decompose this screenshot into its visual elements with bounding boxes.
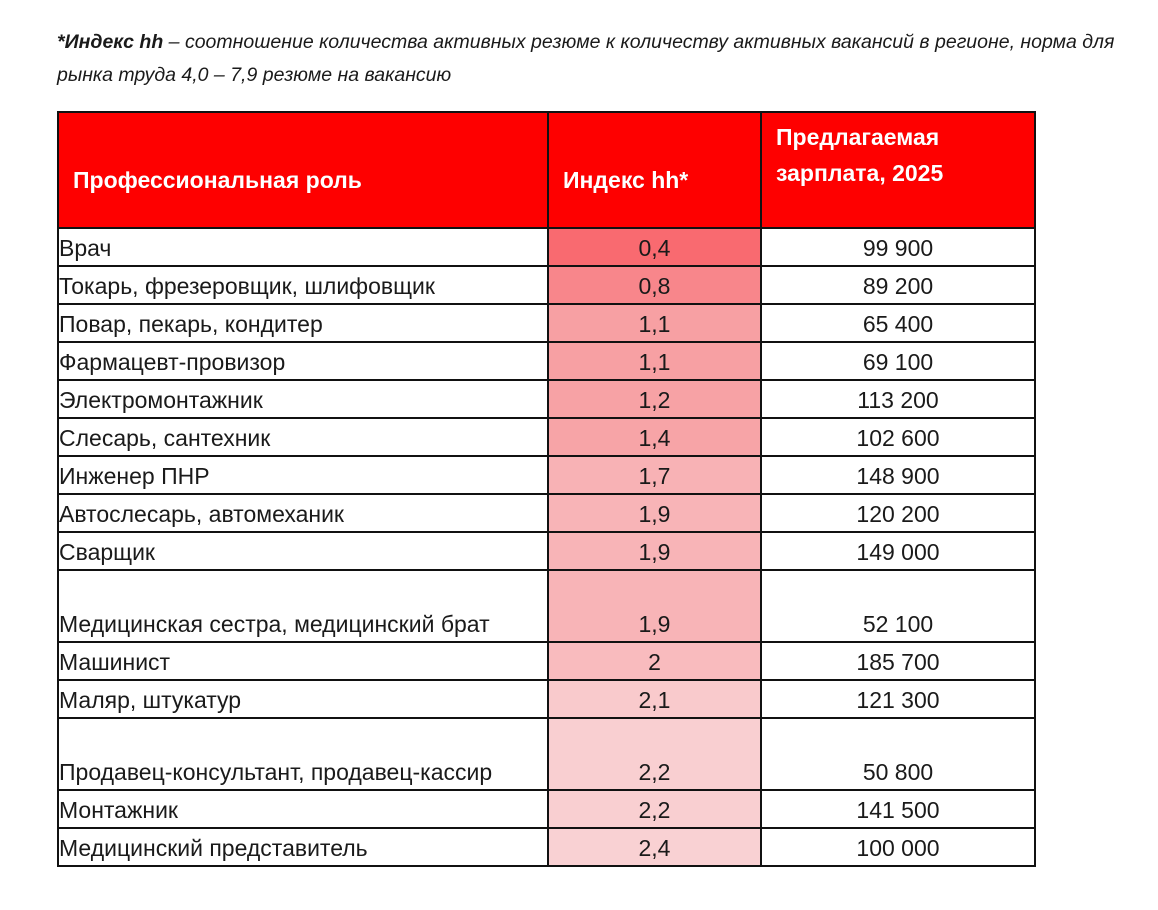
- cell-salary: 102 600: [760, 417, 1036, 457]
- cell-index: 2,2: [547, 717, 762, 791]
- table-row: Автослесарь, автомеханик 1,9 120 200: [57, 493, 1036, 533]
- cell-salary: 121 300: [760, 679, 1036, 719]
- table-row: Фармацевт-провизор 1,1 69 100: [57, 341, 1036, 381]
- table-row: Маляр, штукатур 2,1 121 300: [57, 679, 1036, 719]
- cell-salary: 148 900: [760, 455, 1036, 495]
- cell-salary: 100 000: [760, 827, 1036, 867]
- table-row: Медицинский представитель 2,4 100 000: [57, 827, 1036, 867]
- cell-role: Медицинская сестра, медицинский брат: [57, 569, 549, 643]
- table-row: Врач 0,4 99 900: [57, 227, 1036, 267]
- cell-role: Автослесарь, автомеханик: [57, 493, 549, 533]
- table-row: Продавец-консультант, продавец-кассир 2,2…: [57, 717, 1036, 791]
- cell-index: 1,4: [547, 417, 762, 457]
- cell-role: Врач: [57, 227, 549, 267]
- cell-salary: 50 800: [760, 717, 1036, 791]
- cell-salary: 99 900: [760, 227, 1036, 267]
- cell-salary: 52 100: [760, 569, 1036, 643]
- cell-index: 1,1: [547, 341, 762, 381]
- cell-salary: 65 400: [760, 303, 1036, 343]
- table-body: Врач 0,4 99 900 Токарь, фрезеровщик, шлифов…: [57, 227, 1036, 867]
- table-header-row: Профессиональная роль Индекс hh* Предлаг…: [57, 111, 1036, 229]
- table-row: Монтажник 2,2 141 500: [57, 789, 1036, 829]
- cell-index: 0,4: [547, 227, 762, 267]
- table-row: Повар, пекарь, кондитер 1,1 65 400: [57, 303, 1036, 343]
- cell-role: Медицинский представитель: [57, 827, 549, 867]
- cell-index: 1,7: [547, 455, 762, 495]
- cell-index: 2,4: [547, 827, 762, 867]
- table-row: Слесарь, сантехник 1,4 102 600: [57, 417, 1036, 457]
- table-row: Медицинская сестра, медицинский брат 1,9 5…: [57, 569, 1036, 643]
- header-role: Профессиональная роль: [57, 111, 549, 229]
- table-row: Сварщик 1,9 149 000: [57, 531, 1036, 571]
- cell-role: Фармацевт-провизор: [57, 341, 549, 381]
- cell-index: 1,9: [547, 493, 762, 533]
- cell-index: 1,1: [547, 303, 762, 343]
- salary-index-table: Профессиональная роль Индекс hh* Предлаг…: [57, 111, 1036, 867]
- cell-index: 2: [547, 641, 762, 681]
- header-salary: Предлагаемая зарплата, 2025: [760, 111, 1036, 229]
- cell-role: Маляр, штукатур: [57, 679, 549, 719]
- cell-salary: 141 500: [760, 789, 1036, 829]
- header-index: Индекс hh*: [547, 111, 762, 229]
- cell-index: 2,2: [547, 789, 762, 829]
- cell-role: Электромонтажник: [57, 379, 549, 419]
- table-row: Токарь, фрезеровщик, шлифовщик 0,8 89 200: [57, 265, 1036, 305]
- cell-salary: 185 700: [760, 641, 1036, 681]
- cell-index: 1,9: [547, 531, 762, 571]
- table-row: Машинист 2 185 700: [57, 641, 1036, 681]
- index-definition: – соотношение количества активных резюме…: [57, 31, 1115, 86]
- cell-salary: 149 000: [760, 531, 1036, 571]
- index-footnote: *Индекс hh – соотношение количества акти…: [57, 26, 1137, 92]
- cell-salary: 89 200: [760, 265, 1036, 305]
- cell-role: Повар, пекарь, кондитер: [57, 303, 549, 343]
- index-term: *Индекс hh: [57, 31, 164, 53]
- cell-index: 2,1: [547, 679, 762, 719]
- cell-salary: 69 100: [760, 341, 1036, 381]
- cell-index: 0,8: [547, 265, 762, 305]
- table-row: Электромонтажник 1,2 113 200: [57, 379, 1036, 419]
- cell-salary: 113 200: [760, 379, 1036, 419]
- table-row: Инженер ПНР 1,7 148 900: [57, 455, 1036, 495]
- cell-role: Токарь, фрезеровщик, шлифовщик: [57, 265, 549, 305]
- cell-salary: 120 200: [760, 493, 1036, 533]
- cell-role: Продавец-консультант, продавец-кассир: [57, 717, 549, 791]
- cell-role: Сварщик: [57, 531, 549, 571]
- cell-index: 1,2: [547, 379, 762, 419]
- cell-role: Машинист: [57, 641, 549, 681]
- cell-role: Инженер ПНР: [57, 455, 549, 495]
- cell-role: Монтажник: [57, 789, 549, 829]
- cell-role: Слесарь, сантехник: [57, 417, 549, 457]
- cell-index: 1,9: [547, 569, 762, 643]
